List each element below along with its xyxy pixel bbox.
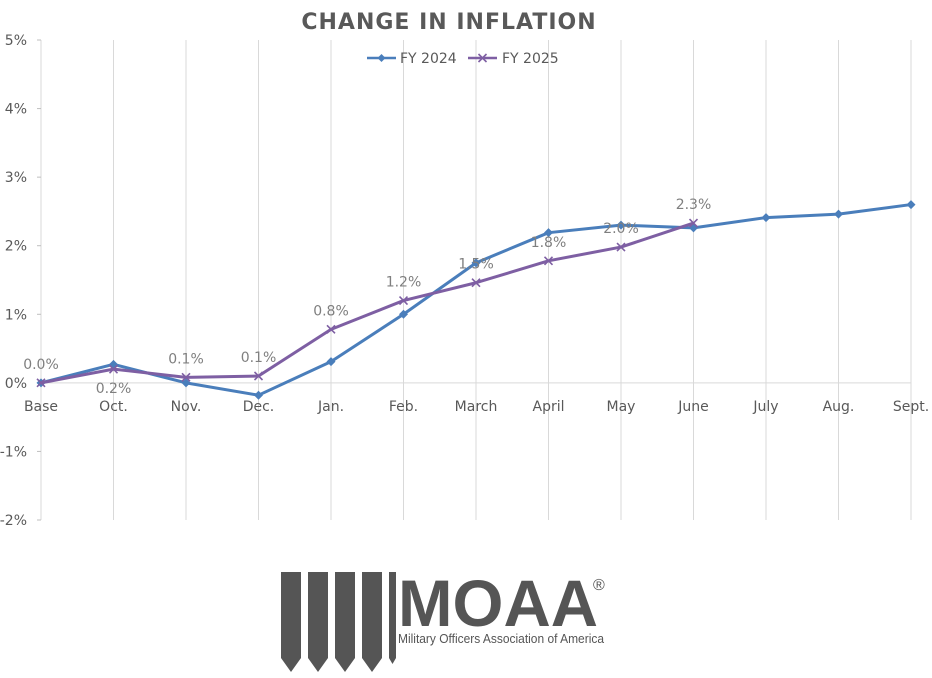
data-label: 0.8%	[313, 303, 349, 319]
y-tick-label: -2%	[0, 513, 27, 529]
legend-marker-fy2025	[477, 53, 488, 63]
logo-registered-mark: ®	[593, 577, 605, 594]
logo-wordmark: MOAA	[398, 566, 598, 640]
point-fy2025	[181, 372, 191, 382]
data-label: 2.3%	[676, 197, 712, 213]
legend-label-fy2024: FY 2024	[400, 51, 457, 67]
point-fy2024	[906, 200, 916, 210]
legend-label-fy2025: FY 2025	[502, 51, 559, 67]
axes: -2% -1% 0% 1% 2% 3% 4% 5% Base Oct. Nov. Dec. Jan. Fe…	[0, 33, 929, 529]
legend: FY 2024 FY 2025	[367, 51, 559, 67]
series	[36, 200, 916, 400]
moaa-logo: MOAA ® Military Officers Association of …	[281, 566, 605, 672]
x-tick-label: June	[677, 399, 709, 415]
chart-title: CHANGE IN INFLATION	[301, 10, 596, 35]
y-tick-label: 1%	[5, 307, 27, 323]
y-tick-label: -1%	[0, 444, 27, 460]
y-tick-label: 4%	[5, 102, 27, 118]
point-fy2024	[834, 209, 843, 219]
x-tick-label: Aug.	[823, 399, 855, 415]
point-fy2024	[761, 213, 771, 223]
data-label: 0.2%	[96, 381, 132, 397]
grid-lines	[40, 40, 912, 520]
point-fy2025	[253, 371, 264, 381]
y-tick-label: 0%	[5, 376, 27, 392]
point-fy2025	[543, 256, 554, 266]
data-label: 1.8%	[531, 235, 567, 251]
y-tick-label: 3%	[5, 170, 27, 186]
legend-marker-fy2024	[377, 54, 386, 62]
data-label: 1.2%	[386, 275, 422, 291]
x-tick-label: April	[533, 399, 565, 415]
logo-bars-icon	[281, 572, 396, 672]
logo-subtitle: Military Officers Association of America	[398, 632, 604, 646]
point-fy2025	[471, 278, 481, 288]
y-tick-label: 5%	[5, 33, 27, 49]
data-labels: 0.0% 0.2% 0.1% 0.1% 0.8% 1.2% 1.5% 1.8% 2.0% 2.3%	[23, 197, 711, 397]
series-line-1	[40, 221, 694, 385]
point-fy2025	[36, 378, 46, 388]
point-fy2024	[109, 359, 118, 369]
point-fy2024	[544, 228, 553, 238]
data-label: 0.1%	[168, 351, 204, 367]
point-fy2025	[398, 296, 409, 306]
point-fy2024	[471, 258, 481, 268]
point-fy2025	[688, 218, 699, 228]
x-tick-label: Nov.	[171, 399, 202, 415]
data-label: 2.0%	[603, 221, 639, 237]
x-tick-label: May	[607, 399, 636, 415]
point-fy2025	[616, 242, 626, 252]
point-fy2024	[326, 357, 336, 367]
x-tick-label: Sept.	[893, 399, 929, 415]
x-tick-label: Dec.	[243, 399, 275, 415]
point-fy2025	[326, 324, 336, 334]
x-tick-label: Feb.	[389, 399, 418, 415]
x-tick-label: Base	[24, 399, 58, 415]
x-tick-label: March	[455, 399, 498, 415]
point-fy2024	[254, 390, 263, 400]
data-label: 0.1%	[241, 350, 277, 366]
data-label: 1.5%	[458, 257, 494, 273]
x-tick-label: Jan.	[317, 399, 344, 415]
data-label: 0.0%	[23, 357, 59, 373]
x-tick-label: July	[752, 399, 778, 415]
y-tick-label: 2%	[5, 239, 27, 255]
point-fy2024	[616, 220, 626, 230]
point-fy2025	[108, 364, 119, 374]
x-tick-label: Oct.	[99, 399, 128, 415]
point-fy2024	[399, 309, 408, 319]
